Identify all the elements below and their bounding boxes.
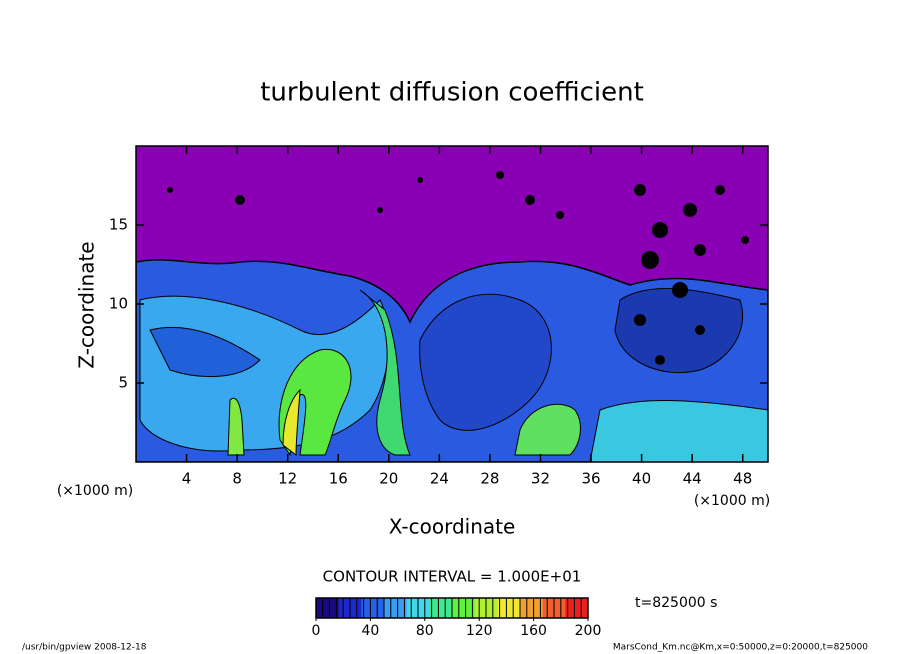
colorbar-swatch: [497, 598, 521, 618]
colorbar-swatch: [361, 598, 385, 618]
x-tick-label: 16: [329, 470, 348, 488]
colorbar-tick-label: 120: [466, 623, 493, 639]
x-tick-label: 24: [430, 470, 449, 488]
x-tick-label: 36: [581, 470, 600, 488]
x-tick-label: 8: [232, 470, 242, 488]
chart-title: turbulent diffusion coefficient: [260, 78, 644, 108]
x-tick-label: 48: [733, 470, 752, 488]
footer-right: MarsCond_Km.nc@Km,x=0:50000,z=0:20000,t=…: [613, 643, 868, 653]
x-unit-label: (×1000 m): [694, 493, 770, 509]
colorbar-frame: [315, 597, 589, 619]
x-tick-label: 32: [531, 470, 550, 488]
x-tick-label: 40: [632, 470, 651, 488]
colorbar-swatch: [429, 598, 453, 618]
x-axis-label: X-coordinate: [389, 515, 516, 539]
contour-interval: CONTOUR INTERVAL = 1.000E+01: [323, 568, 582, 586]
colorbar-tick-label: 200: [575, 623, 602, 639]
time-label: t=825000 s: [635, 595, 717, 611]
y-tick-label: 15: [109, 216, 128, 234]
colorbar-tick-label: 0: [312, 623, 321, 639]
footer-left: /usr/bin/gpview 2008-12-18: [22, 643, 147, 653]
colorbar-swatch: [565, 598, 589, 618]
x-tick-label: 4: [182, 470, 192, 488]
colorbar-swatch: [316, 598, 340, 618]
y-tick-label: 5: [118, 374, 128, 392]
contour-field: [136, 146, 768, 462]
y-axis-label: Z-coordinate: [75, 241, 99, 368]
colorbar-swatch: [452, 598, 476, 618]
colorbar-swatch: [384, 598, 408, 618]
x-tick-label: 12: [278, 470, 297, 488]
x-tick-label: 44: [683, 470, 702, 488]
colorbar-tick-label: 80: [416, 623, 434, 639]
y-tick-label: 10: [109, 295, 128, 313]
x-tick-label: 28: [480, 470, 499, 488]
colorbar-tick-label: 40: [361, 623, 379, 639]
colorbar-swatch: [520, 598, 544, 618]
x-tick-label: 20: [379, 470, 398, 488]
x-unit-label: (×1000 m): [57, 483, 133, 499]
colorbar-tick-label: 160: [520, 623, 547, 639]
